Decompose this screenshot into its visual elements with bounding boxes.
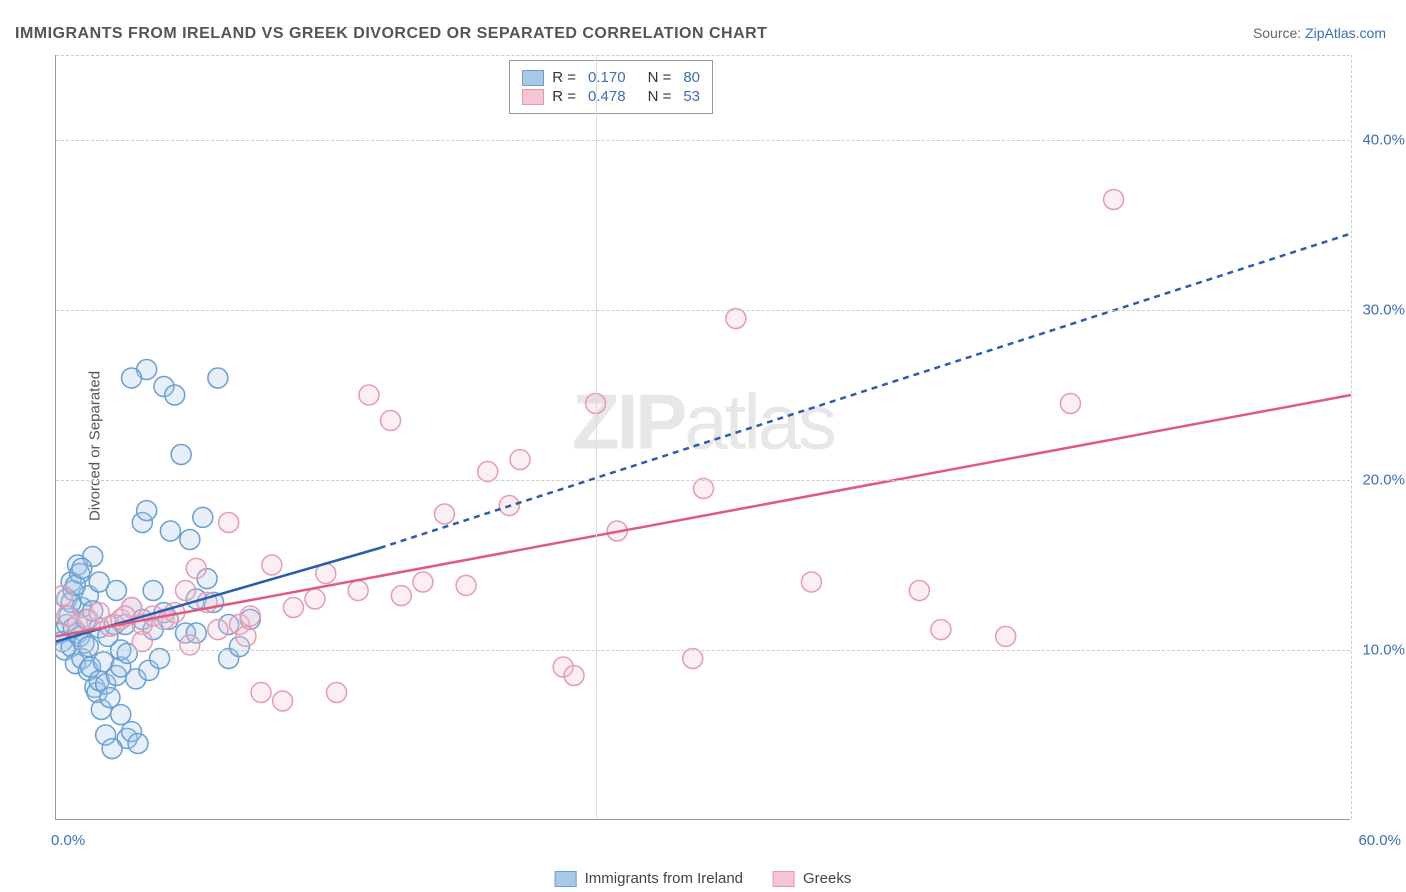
data-point-greeks [56,586,72,606]
data-point-greeks [996,626,1016,646]
gridline-h [56,310,1350,311]
data-point-greeks [359,385,379,405]
data-point-greeks [694,479,714,499]
data-point-greeks [683,649,703,669]
data-point-greeks [1104,190,1124,210]
data-point-greeks [391,586,411,606]
y-tick-label: 10.0% [1355,642,1405,659]
n-value-greeks: 53 [683,88,700,105]
r-label: R = [552,69,576,86]
trend-line-dash-ireland [380,234,1351,549]
swatch-greeks-icon [773,871,795,887]
gridline-v [596,55,597,819]
gridline-h [56,480,1350,481]
data-point-ireland [122,368,142,388]
legend-series: Immigrants from Ireland Greeks [555,870,852,887]
n-label: N = [648,88,672,105]
data-point-ireland [137,501,157,521]
data-point-ireland [208,368,228,388]
y-tick-label: 20.0% [1355,472,1405,489]
data-point-greeks [219,513,239,533]
source-attribution: Source: ZipAtlas.com [1253,25,1386,41]
data-point-ireland [180,530,200,550]
data-point-ireland [160,521,180,541]
chart-title: IMMIGRANTS FROM IRELAND VS GREEK DIVORCE… [15,25,767,43]
swatch-ireland [522,70,544,86]
r-label: R = [552,88,576,105]
data-point-ireland [143,581,163,601]
data-point-greeks [564,666,584,686]
data-point-greeks [273,691,293,711]
data-point-greeks [176,581,196,601]
data-point-greeks [180,635,200,655]
data-point-greeks [236,626,256,646]
data-point-ireland [150,649,170,669]
y-tick-label: 30.0% [1355,302,1405,319]
data-point-greeks [208,620,228,640]
data-point-greeks [435,504,455,524]
plot-svg [56,55,1351,820]
legend-item-greeks: Greeks [773,870,851,887]
legend-row-greeks: R = 0.478 N = 53 [522,88,700,105]
swatch-ireland-icon [555,871,577,887]
data-point-ireland [102,739,122,759]
source-link[interactable]: ZipAtlas.com [1305,25,1386,41]
data-point-ireland [72,558,92,578]
data-point-greeks [510,450,530,470]
data-point-greeks [726,309,746,329]
data-point-greeks [478,462,498,482]
data-point-greeks [186,558,206,578]
data-point-greeks [251,683,271,703]
chart-container: IMMIGRANTS FROM IRELAND VS GREEK DIVORCE… [0,0,1406,892]
y-tick-label: 40.0% [1355,132,1405,149]
data-point-greeks [305,589,325,609]
data-point-greeks [909,581,929,601]
data-point-greeks [327,683,347,703]
legend-correlation: R = 0.170 N = 80 R = 0.478 N = 53 [509,60,713,114]
trend-line-greeks [56,395,1351,636]
data-point-greeks [262,555,282,575]
data-point-greeks [381,411,401,431]
data-point-greeks [132,632,152,652]
legend-row-ireland: R = 0.170 N = 80 [522,69,700,86]
data-point-ireland [193,507,213,527]
x-tick-label: 60.0% [1341,832,1401,849]
r-value-ireland: 0.170 [588,69,626,86]
gridline-h [56,650,1350,651]
data-point-ireland [165,385,185,405]
gridline-h [56,55,1350,56]
data-point-greeks [1060,394,1080,414]
legend-item-ireland: Immigrants from Ireland [555,870,743,887]
gridline-v [1351,55,1352,819]
gridline-h [56,140,1350,141]
swatch-greeks [522,89,544,105]
data-point-greeks [456,575,476,595]
data-point-greeks [413,572,433,592]
data-point-ireland [171,445,191,465]
data-point-ireland [128,734,148,754]
r-value-greeks: 0.478 [588,88,626,105]
source-label: Source: [1253,25,1301,41]
n-label: N = [648,69,672,86]
data-point-ireland [78,637,98,657]
x-tick-label: 0.0% [51,832,85,849]
legend-label-ireland: Immigrants from Ireland [585,870,743,887]
legend-label-greeks: Greeks [803,870,851,887]
plot-area: ZIPatlas R = 0.170 N = 80 R = 0.478 N = … [55,55,1350,820]
data-point-ireland [106,581,126,601]
n-value-ireland: 80 [683,69,700,86]
data-point-greeks [283,598,303,618]
data-point-greeks [801,572,821,592]
data-point-greeks [931,620,951,640]
data-point-greeks [240,606,260,626]
data-point-greeks [348,581,368,601]
